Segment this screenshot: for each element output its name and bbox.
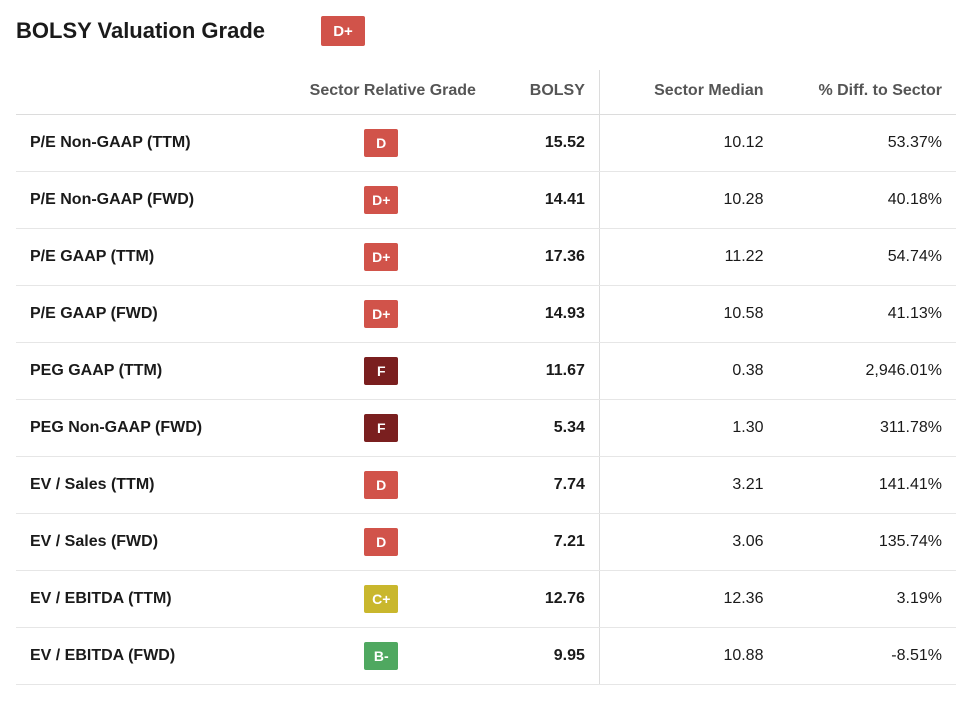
page-title: BOLSY Valuation Grade: [16, 18, 265, 44]
sector-median: 3.21: [599, 457, 777, 514]
bolsy-value: 17.36: [490, 229, 599, 286]
metric-name[interactable]: P/E GAAP (TTM): [16, 229, 273, 286]
grade-cell: D: [273, 115, 490, 172]
bolsy-value: 14.93: [490, 286, 599, 343]
sector-median: 11.22: [599, 229, 777, 286]
grade-cell: D+: [273, 286, 490, 343]
table-body: P/E Non-GAAP (TTM)D15.5210.1253.37%P/E N…: [16, 115, 956, 685]
grade-cell: D: [273, 457, 490, 514]
table-row: EV / EBITDA (FWD) B- 9.9510.88-8.51%: [16, 628, 956, 685]
col-diff: % Diff. to Sector: [777, 70, 956, 115]
metric-name[interactable]: EV / Sales (FWD): [16, 514, 273, 571]
table-row: EV / Sales (FWD) D 7.213.06135.74%: [16, 514, 956, 571]
grade-badge: D+: [364, 300, 398, 328]
table-row: EV / Sales (TTM) D 7.743.21141.41%: [16, 457, 956, 514]
valuation-table: Sector Relative Grade BOLSY Sector Media…: [16, 70, 956, 685]
grade-badge: F: [364, 414, 398, 442]
metric-name[interactable]: EV / EBITDA (TTM): [16, 571, 273, 628]
table-row: P/E Non-GAAP (FWD) D+ 14.4110.2840.18%: [16, 172, 956, 229]
bolsy-value: 7.21: [490, 514, 599, 571]
sector-median: 10.28: [599, 172, 777, 229]
col-median: Sector Median: [599, 70, 777, 115]
bolsy-value: 9.95: [490, 628, 599, 685]
grade-badge: C+: [364, 585, 398, 613]
sector-median: 3.06: [599, 514, 777, 571]
grade-badge: F: [364, 357, 398, 385]
grade-cell: F: [273, 400, 490, 457]
metric-name[interactable]: P/E Non-GAAP (FWD): [16, 172, 273, 229]
grade-cell: D: [273, 514, 490, 571]
metric-name[interactable]: EV / EBITDA (FWD): [16, 628, 273, 685]
col-bolsy: BOLSY: [490, 70, 599, 115]
pct-diff: 135.74%: [777, 514, 956, 571]
grade-badge: B-: [364, 642, 398, 670]
metric-name[interactable]: PEG Non-GAAP (FWD): [16, 400, 273, 457]
grade-cell: B-: [273, 628, 490, 685]
sector-median: 12.36: [599, 571, 777, 628]
metric-name[interactable]: EV / Sales (TTM): [16, 457, 273, 514]
table-row: P/E GAAP (TTM) D+ 17.3611.2254.74%: [16, 229, 956, 286]
bolsy-value: 15.52: [490, 115, 599, 172]
metric-name[interactable]: P/E GAAP (FWD): [16, 286, 273, 343]
bolsy-value: 11.67: [490, 343, 599, 400]
grade-cell: D+: [273, 229, 490, 286]
grade-badge: D: [364, 129, 398, 157]
bolsy-value: 5.34: [490, 400, 599, 457]
grade-badge: D+: [364, 186, 398, 214]
table-header-row: Sector Relative Grade BOLSY Sector Media…: [16, 70, 956, 115]
pct-diff: -8.51%: [777, 628, 956, 685]
sector-median: 1.30: [599, 400, 777, 457]
header: BOLSY Valuation Grade D+: [16, 16, 956, 46]
bolsy-value: 12.76: [490, 571, 599, 628]
metric-name[interactable]: P/E Non-GAAP (TTM): [16, 115, 273, 172]
pct-diff: 311.78%: [777, 400, 956, 457]
table-row: P/E Non-GAAP (TTM) D 15.5210.1253.37%: [16, 115, 956, 172]
grade-cell: F: [273, 343, 490, 400]
pct-diff: 41.13%: [777, 286, 956, 343]
pct-diff: 2,946.01%: [777, 343, 956, 400]
sector-median: 10.88: [599, 628, 777, 685]
table-row: PEG Non-GAAP (FWD) F 5.341.30311.78%: [16, 400, 956, 457]
metric-name[interactable]: PEG GAAP (TTM): [16, 343, 273, 400]
grade-badge: D: [364, 471, 398, 499]
table-row: P/E GAAP (FWD) D+ 14.9310.5841.13%: [16, 286, 956, 343]
pct-diff: 53.37%: [777, 115, 956, 172]
grade-badge: D: [364, 528, 398, 556]
col-grade: Sector Relative Grade: [273, 70, 490, 115]
overall-grade-badge: D+: [321, 16, 365, 46]
grade-cell: C+: [273, 571, 490, 628]
sector-median: 10.12: [599, 115, 777, 172]
pct-diff: 54.74%: [777, 229, 956, 286]
pct-diff: 141.41%: [777, 457, 956, 514]
sector-median: 10.58: [599, 286, 777, 343]
pct-diff: 40.18%: [777, 172, 956, 229]
table-row: EV / EBITDA (TTM) C+ 12.7612.363.19%: [16, 571, 956, 628]
table-row: PEG GAAP (TTM) F 11.670.382,946.01%: [16, 343, 956, 400]
grade-cell: D+: [273, 172, 490, 229]
bolsy-value: 14.41: [490, 172, 599, 229]
sector-median: 0.38: [599, 343, 777, 400]
col-metric: [16, 70, 273, 115]
grade-badge: D+: [364, 243, 398, 271]
pct-diff: 3.19%: [777, 571, 956, 628]
bolsy-value: 7.74: [490, 457, 599, 514]
